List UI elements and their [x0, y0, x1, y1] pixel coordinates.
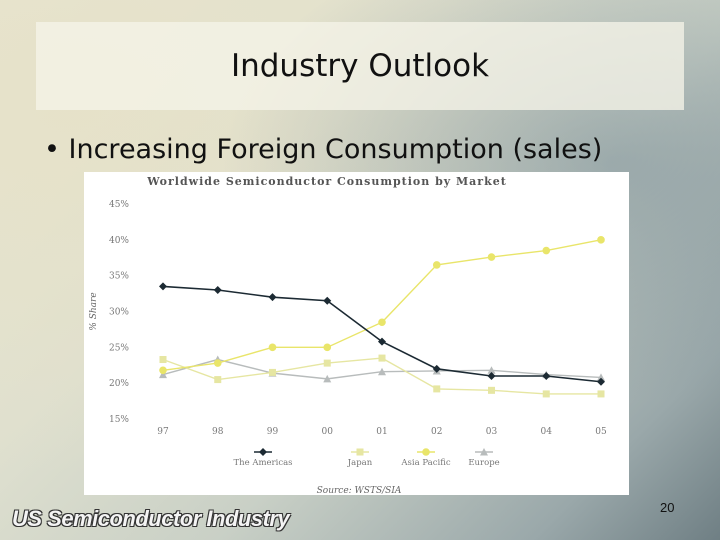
series-the-americas	[159, 282, 605, 386]
data-point	[268, 293, 277, 302]
y-tick-label: 30%	[109, 308, 129, 318]
legend-item: The Americas	[233, 448, 293, 468]
bullet-text: Increasing Foreign Consumption (sales)	[68, 134, 603, 165]
data-point	[487, 366, 496, 374]
data-point	[159, 282, 167, 291]
y-axis-label: % Share	[89, 292, 99, 330]
data-point	[597, 377, 605, 386]
legend-marker	[422, 448, 430, 456]
chart-panel: Worldwide Semiconductor Consumption by M…	[84, 172, 629, 495]
footer-logo: US Semiconductor Industry	[12, 506, 290, 531]
data-point	[214, 376, 222, 384]
y-tick-label: 40%	[109, 236, 129, 246]
chart-source: Source: WSTS/SIA	[317, 486, 402, 495]
data-point	[542, 246, 551, 255]
data-point	[542, 390, 550, 398]
data-point	[269, 368, 276, 376]
legend-item: Japan	[347, 448, 373, 468]
legend-label: The Americas	[233, 458, 292, 468]
data-point	[268, 343, 277, 352]
legend-item: Europe	[468, 448, 500, 468]
legend-item: Asia Pacific	[400, 448, 451, 468]
x-tick-label: 98	[212, 427, 224, 437]
series-layer	[159, 236, 605, 398]
series-asia-pacific	[159, 236, 605, 375]
y-tick-label: 35%	[109, 272, 129, 282]
legend-label: Japan	[347, 458, 373, 468]
legend: The Americas Japan Asia Pacific Europe	[233, 448, 500, 468]
data-point	[487, 372, 496, 380]
page-number: 20	[660, 500, 675, 515]
data-point	[323, 296, 332, 305]
data-point	[159, 356, 167, 364]
data-point	[213, 359, 222, 367]
slide-title: Industry Outlook	[230, 48, 490, 84]
legend-label: Europe	[468, 458, 499, 468]
data-point	[378, 367, 386, 376]
data-point	[213, 286, 222, 294]
x-tick-label: 03	[486, 427, 498, 437]
data-point	[159, 366, 167, 375]
data-point	[378, 318, 386, 327]
series-line	[162, 239, 602, 371]
y-tick-label: 25%	[109, 343, 129, 353]
x-tick-label: 01	[376, 427, 387, 437]
y-tick-label: 45%	[109, 200, 129, 210]
data-point	[323, 343, 332, 352]
data-point	[597, 373, 605, 381]
series-japan	[159, 354, 605, 398]
legend-marker	[356, 448, 364, 456]
data-point	[597, 236, 605, 244]
y-tick-label: 15%	[109, 415, 129, 425]
bullet-point: • Increasing Foreign Consumption (sales)	[44, 134, 603, 165]
data-point	[323, 374, 332, 383]
x-tick-label: 99	[267, 427, 279, 437]
data-point	[488, 386, 495, 394]
data-point	[432, 261, 441, 269]
data-point	[159, 370, 167, 379]
legend-marker	[480, 448, 488, 456]
chart-title: Worldwide Semiconductor Consumption by M…	[146, 175, 507, 188]
line-chart: Worldwide Semiconductor Consumption by M…	[89, 175, 607, 495]
title-box: Industry Outlook	[36, 22, 684, 110]
x-axis: 97 98 99 00 01 02 03 04 05	[157, 427, 607, 437]
legend-marker	[259, 448, 267, 456]
data-point	[432, 364, 441, 373]
y-axis: 45% 40% 35% 30% 25% 20% 15%	[109, 200, 129, 425]
x-tick-label: 02	[431, 427, 442, 437]
data-point	[542, 372, 551, 380]
data-point	[433, 385, 441, 393]
x-tick-label: 04	[541, 427, 553, 437]
data-point	[487, 253, 496, 261]
x-tick-label: 97	[157, 427, 169, 437]
data-point	[323, 359, 331, 367]
data-point	[597, 390, 605, 398]
x-tick-label: 00	[322, 427, 334, 437]
x-tick-label: 05	[595, 427, 607, 437]
data-point	[378, 337, 386, 346]
legend-label: Asia Pacific	[400, 458, 451, 468]
y-tick-label: 20%	[109, 379, 129, 389]
data-point	[378, 354, 386, 362]
series-line	[162, 285, 602, 383]
